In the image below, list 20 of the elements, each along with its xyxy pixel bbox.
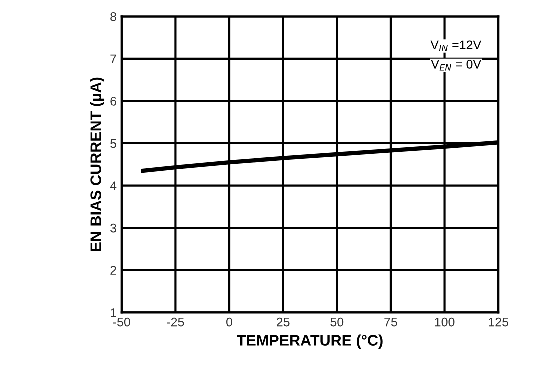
annotation: V$_{IN}$ =12V [430, 40, 482, 52]
y-tick-label: 4 [110, 182, 117, 190]
y-tick-label: 8 [110, 12, 116, 22]
x-tick-label: 25 [277, 318, 290, 327]
y-tick-label: 1 [111, 308, 116, 318]
y-tick-label: 5 [110, 139, 116, 148]
x-tick-label: 0 [226, 318, 232, 327]
y-tick-label: 6 [110, 97, 116, 106]
y-tick-label: 3 [110, 224, 116, 233]
y-tick-label: 7 [110, 54, 116, 64]
y-tick-label: 2 [110, 266, 116, 275]
x-tick-label: 75 [384, 318, 398, 327]
x-tick-label: 125 [489, 318, 509, 327]
x-tick-label: 50 [330, 318, 344, 327]
y-axis-title: EN BIAS CURRENT (µA) [90, 78, 105, 252]
x-tick-label: -50 [113, 318, 130, 327]
x-axis-title: TEMPERATURE (°C) [237, 334, 383, 349]
x-tick-label: -25 [167, 318, 184, 327]
x-tick-label: 100 [435, 318, 455, 327]
annotation: V$_{EN}$ = 0V [431, 60, 482, 71]
